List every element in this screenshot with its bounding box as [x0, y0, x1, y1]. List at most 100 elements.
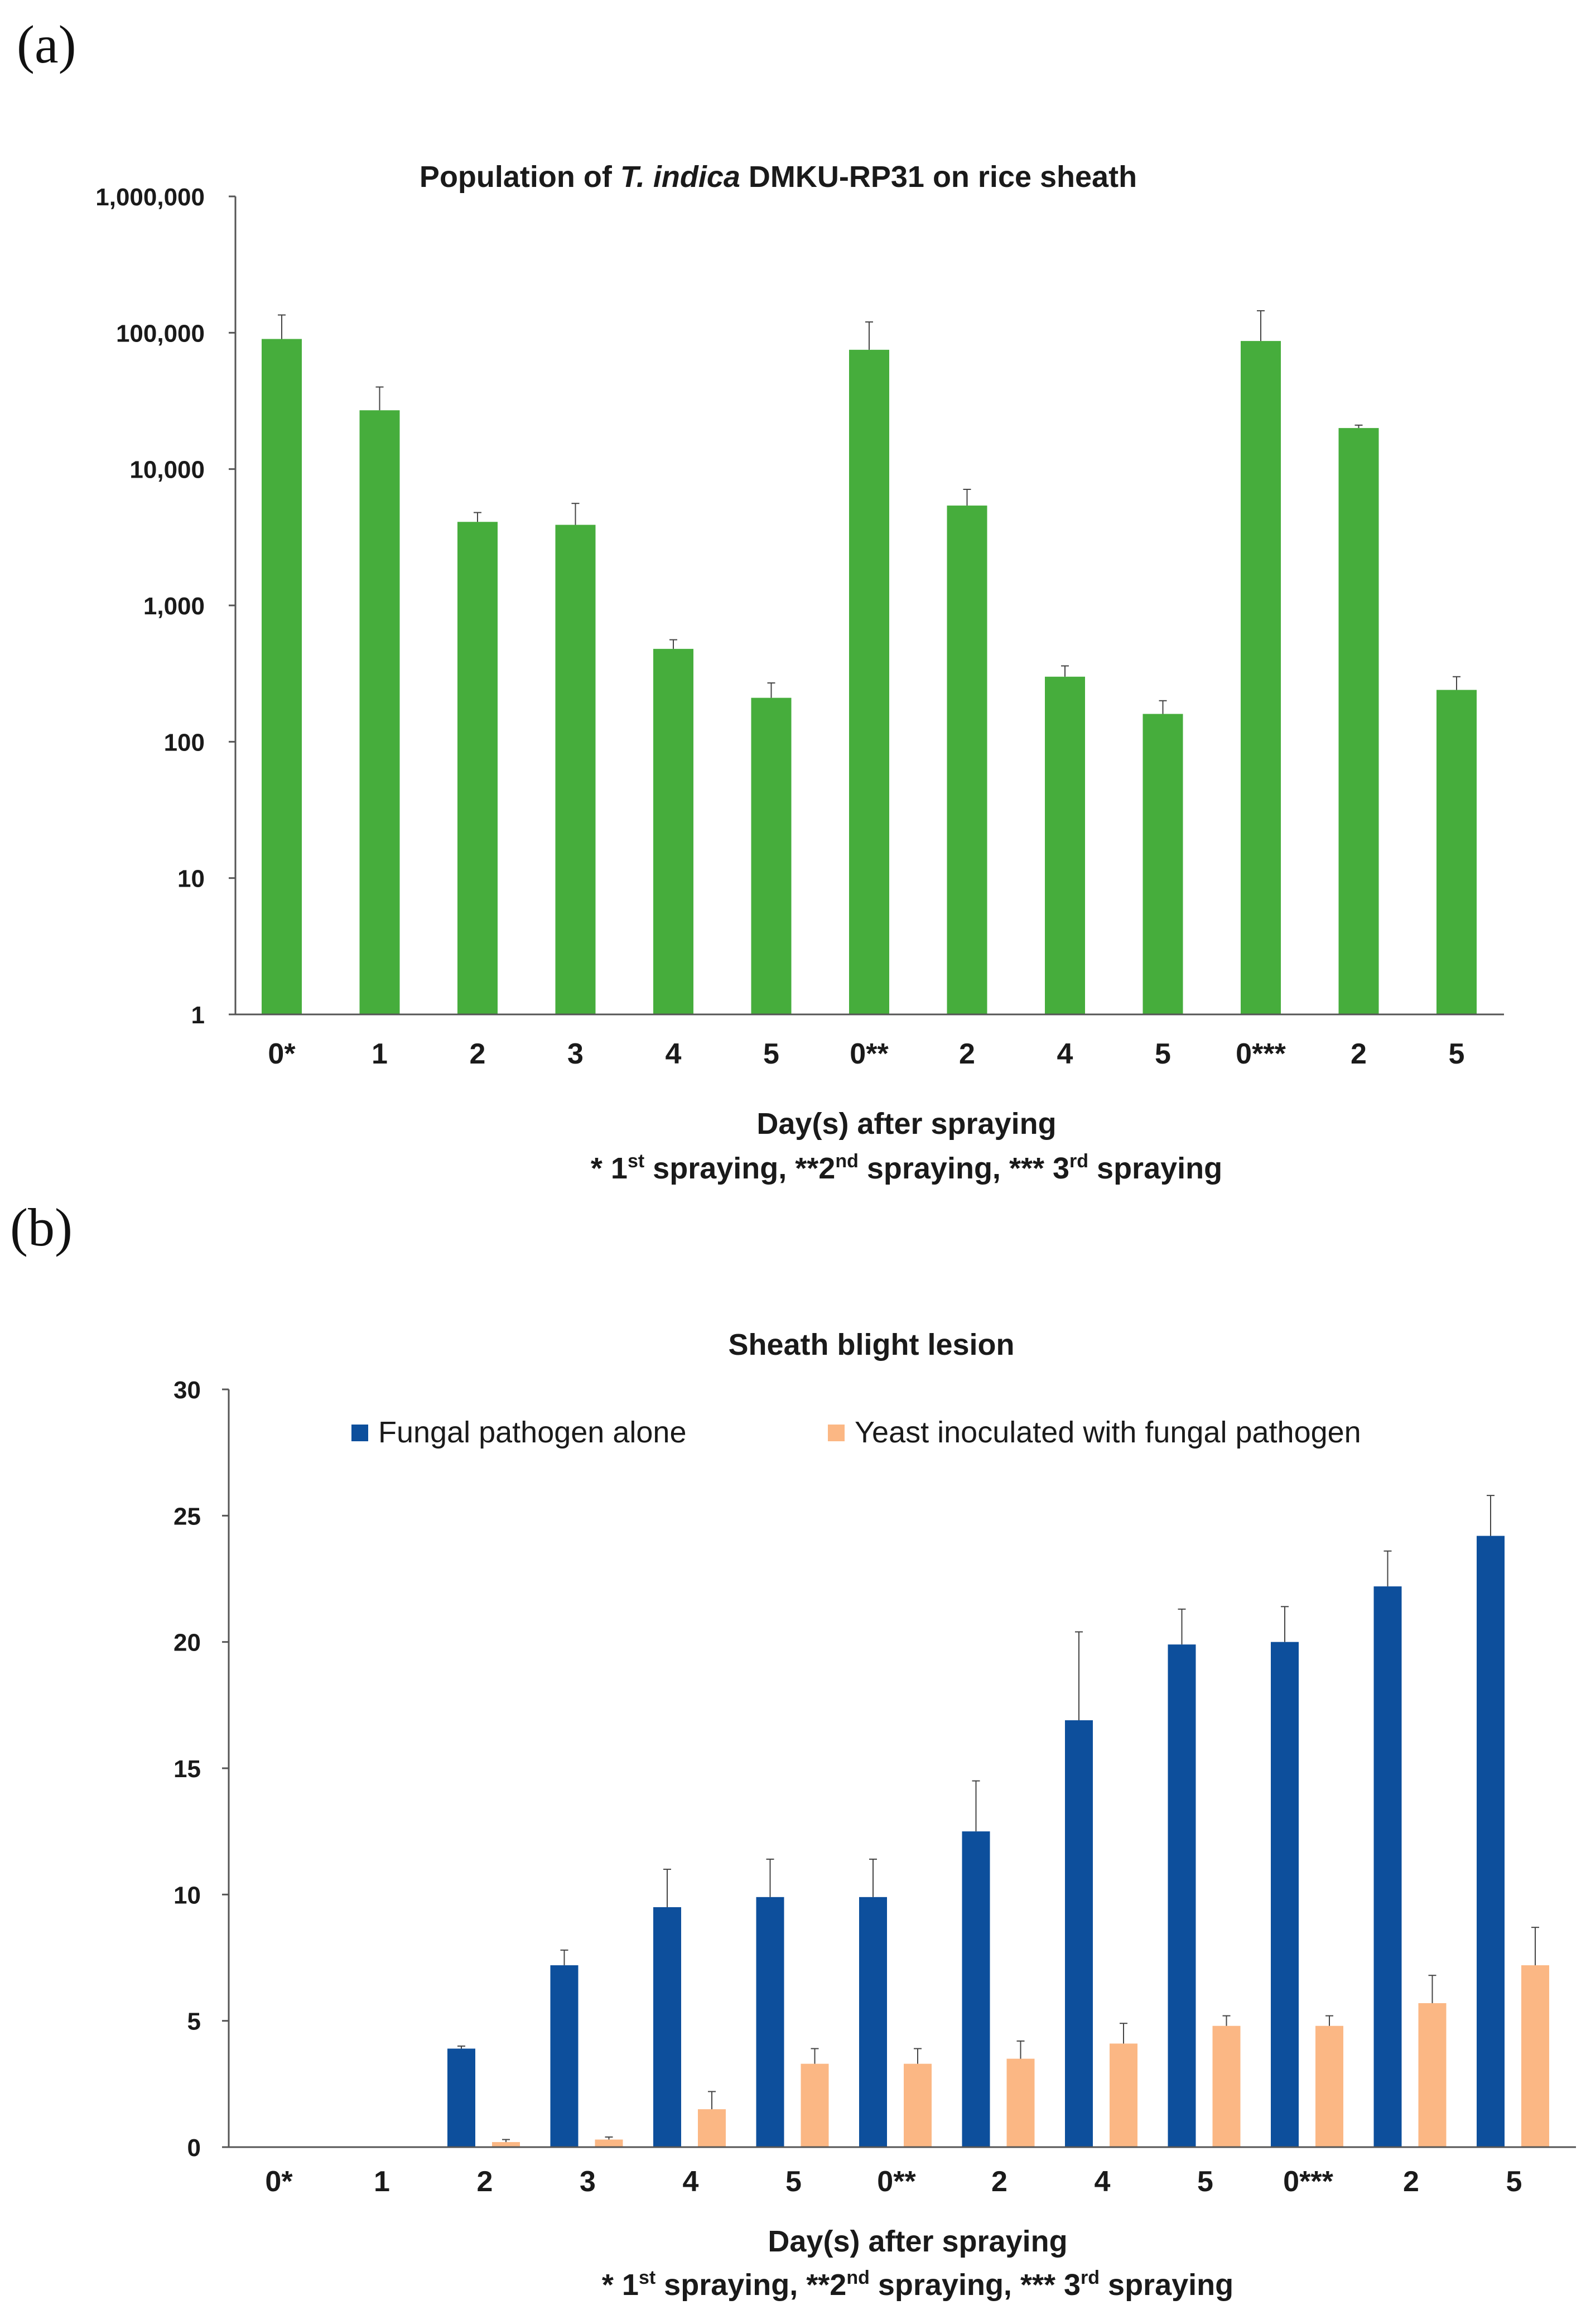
chart-b-bar-yeast-12-2	[1418, 2003, 1447, 2147]
chart-b-bar-yeast-6-5	[801, 2063, 829, 2147]
chart-a-category-label: 1	[372, 1038, 388, 1070]
chart-b-bar-yeast-10-5	[1212, 2025, 1241, 2147]
legend-label-yeast-inoculated: Yeast inoculated with fungal pathogen	[855, 1416, 1361, 1449]
chart-a-bar-1-0s	[262, 339, 302, 1014]
chart-a-category-label: 5	[763, 1038, 779, 1070]
chart-a-category-label: 3	[567, 1038, 584, 1070]
chart-b-y-axis-ticks: 0 5 10 15 20 25 30	[173, 1377, 229, 2162]
chart-a-bar-8-2	[947, 506, 987, 1014]
chart-b-category-label: 2	[1403, 2166, 1419, 2198]
chart-b-bar-yeast-5-4	[698, 2109, 726, 2147]
chart-b-bar-yeast-11-0sss	[1315, 2025, 1343, 2147]
chart-a-category-label: 0***	[1236, 1038, 1286, 1070]
chart-a-bar-2-1	[359, 410, 400, 1014]
chart-a-axes	[234, 196, 1504, 1016]
chart-b-y-tick-label: 30	[173, 1377, 201, 1404]
chart-a-bar-5-4	[653, 648, 693, 1014]
chart-b-bar-yeast-7-0ss	[904, 2063, 932, 2147]
chart-a-bar-9-4	[1045, 676, 1085, 1014]
chart-b-bar-fungal-8-2	[962, 1831, 990, 2147]
chart-a-category-label: 4	[1057, 1038, 1073, 1070]
chart-b-bar-fungal-11-0sss	[1271, 1642, 1299, 2147]
chart-a-footnote-p3: spraying, *** 3	[859, 1152, 1069, 1185]
chart-a-category-label: 4	[666, 1038, 682, 1070]
chart-a-bar-12-2	[1338, 428, 1379, 1014]
chart-a-y-tick-label: 1,000,000	[95, 184, 205, 211]
chart-b-category-label: 0*	[265, 2166, 293, 2198]
chart-b-sheath-blight: Sheath blight lesion Fungal pathogen alo…	[173, 1328, 1576, 2302]
chart-a-footnote-p1: * 1	[591, 1152, 628, 1185]
chart-b-footnote-p2: spraying, **2	[655, 2268, 846, 2302]
chart-b-bar-fungal-12-2	[1373, 1586, 1402, 2147]
chart-b-title: Sheath blight lesion	[728, 1328, 1014, 1361]
panel-a-label: (a)	[17, 15, 76, 74]
chart-a-category-label: 5	[1155, 1038, 1171, 1070]
chart-b-category-label: 5	[1197, 2166, 1213, 2198]
chart-a-y-tick-label: 1,000	[143, 593, 205, 620]
chart-a-category-label: 0**	[850, 1038, 889, 1070]
chart-b-footnote: * 1st spraying, **2nd spraying, *** 3rd …	[602, 2267, 1233, 2302]
chart-b-bar-fungal-13-5	[1477, 1536, 1505, 2147]
chart-a-y-tick-label: 10,000	[129, 456, 205, 484]
chart-b-bar-yeast-4-3	[595, 2139, 623, 2147]
chart-b-category-labels: 0* 1 2 3 4 5 0** 2 4 5 0*** 2 5	[265, 2166, 1522, 2198]
chart-b-category-label: 5	[785, 2166, 802, 2198]
chart-b-bar-yeast-13-5	[1521, 1965, 1549, 2147]
chart-b-category-label: 5	[1506, 2166, 1522, 2198]
chart-a-category-label: 2	[959, 1038, 975, 1070]
chart-b-y-tick-label: 10	[173, 1882, 201, 1909]
chart-a-bar-10-5	[1143, 714, 1183, 1014]
chart-b-category-label: 4	[683, 2166, 699, 2198]
chart-a-footnote-s2: nd	[835, 1151, 859, 1172]
chart-b-footnote-p1: * 1	[602, 2268, 639, 2302]
legend-swatch-fungal-pathogen	[351, 1425, 368, 1441]
chart-b-footnote-p3: spraying, *** 3	[870, 2268, 1081, 2302]
chart-a-y-axis-ticks: 1 10 100 1,000 10,000 100,000 1,000,000	[95, 184, 235, 1029]
chart-b-x-axis-title: Day(s) after spraying	[768, 2225, 1067, 2258]
chart-b-category-label: 0**	[877, 2166, 916, 2198]
chart-b-legend: Fungal pathogen alone Yeast inoculated w…	[351, 1416, 1361, 1449]
chart-b-bar-fungal-9-4	[1065, 1720, 1093, 2147]
chart-a-bar-7-0ss	[849, 349, 889, 1014]
chart-a-footnote-s1: st	[628, 1151, 644, 1172]
chart-a-bar-6-5	[751, 697, 792, 1014]
chart-b-footnote-s2: nd	[846, 2267, 870, 2288]
chart-b-bar-fungal-7-0ss	[859, 1897, 887, 2147]
chart-a-footnote-s3: rd	[1069, 1151, 1088, 1172]
chart-a-bar-4-3	[555, 525, 596, 1014]
chart-a-population: Population of T. indica DMKU-RP31 on ric…	[95, 160, 1504, 1185]
chart-b-y-tick-label: 5	[187, 2008, 201, 2036]
chart-b-y-tick-label: 15	[173, 1755, 201, 1783]
chart-b-y-tick-label: 25	[173, 1503, 201, 1530]
chart-a-footnote: * 1st spraying, **2nd spraying, *** 3rd …	[591, 1151, 1222, 1185]
chart-a-bar-3-2	[457, 522, 498, 1014]
chart-b-bar-yeast-9-4	[1110, 2043, 1137, 2147]
legend-swatch-yeast-inoculated	[828, 1425, 845, 1441]
chart-a-bars	[262, 339, 1477, 1014]
chart-a-bar-11-0sss	[1241, 341, 1281, 1014]
chart-a-category-label: 0*	[268, 1038, 296, 1070]
chart-b-category-label: 3	[580, 2166, 596, 2198]
chart-a-x-axis-title: Day(s) after spraying	[756, 1107, 1056, 1141]
legend-label-fungal-pathogen: Fungal pathogen alone	[378, 1416, 686, 1449]
chart-b-y-tick-label: 20	[173, 1629, 201, 1657]
chart-b-bar-fungal-3-2	[447, 2048, 475, 2147]
chart-a-y-tick-label: 100	[164, 729, 205, 756]
chart-b-category-label: 0***	[1283, 2166, 1333, 2198]
chart-a-title-part-3: DMKU-RP31 on rice sheath	[740, 160, 1137, 194]
chart-a-category-labels: 0* 1 2 3 4 5 0** 2 4 5 0*** 2 5	[268, 1038, 1464, 1070]
panel-b-label: (b)	[10, 1197, 73, 1257]
chart-b-axes	[228, 1389, 1576, 2148]
chart-b-bar-fungal-6-5	[756, 1897, 784, 2147]
chart-b-category-label: 1	[374, 2166, 390, 2198]
chart-b-bars	[447, 1536, 1549, 2147]
chart-b-category-label: 4	[1095, 2166, 1111, 2198]
chart-a-footnote-p4: spraying	[1088, 1152, 1222, 1185]
chart-a-category-label: 2	[470, 1038, 486, 1070]
chart-a-category-label: 2	[1351, 1038, 1367, 1070]
chart-b-category-label: 2	[477, 2166, 493, 2198]
chart-b-bar-fungal-4-3	[550, 1965, 579, 2147]
chart-a-y-tick-label: 100,000	[116, 320, 205, 347]
chart-a-error-bars	[278, 310, 1460, 714]
